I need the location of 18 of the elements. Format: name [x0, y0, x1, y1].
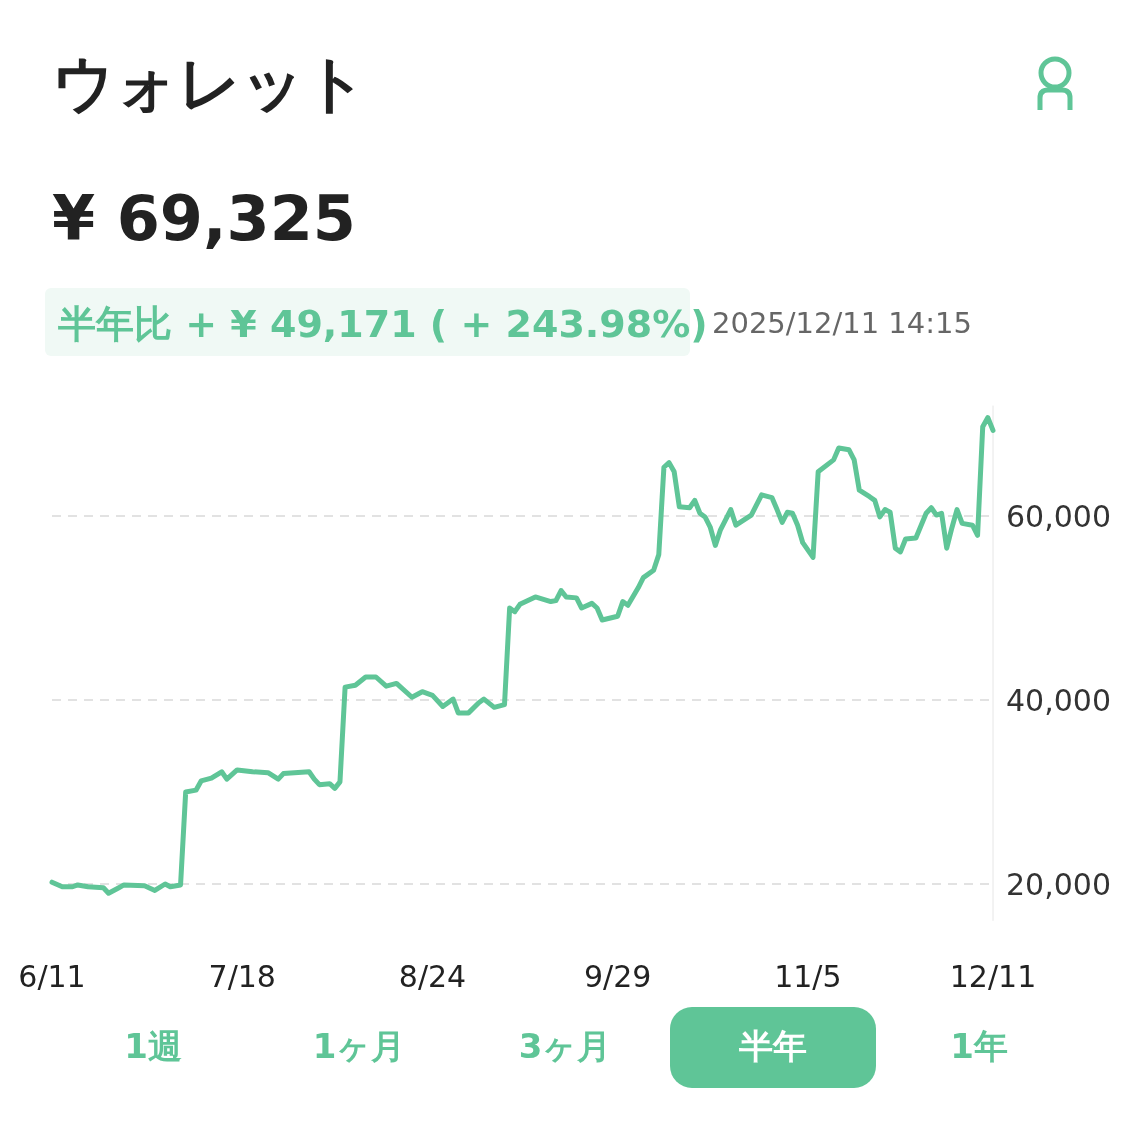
y-tick-label: 60,000	[1006, 499, 1111, 534]
x-tick-label: 11/5	[774, 959, 842, 994]
text: 1週	[124, 1026, 182, 1066]
x-tick-label: 9/29	[583, 959, 652, 994]
chart-title: ウォレット	[52, 47, 367, 120]
x-tick-label: 6/11	[18, 959, 86, 994]
text: 2025/12/11 14:15	[712, 306, 972, 340]
text: 半年比 + ¥ 49,171 ( + 243.98%)	[58, 302, 708, 346]
text: 3ヶ月	[518, 1026, 612, 1066]
text: 1年	[950, 1026, 1008, 1066]
text: 1ヶ月	[312, 1026, 406, 1066]
y-tick-label: 40,000	[1006, 683, 1111, 718]
chart-subtitle: ¥ 69,325	[52, 182, 356, 255]
text: 半年	[738, 1026, 807, 1066]
x-tick-label: 8/24	[398, 959, 467, 994]
x-tick-label: 12/11	[949, 959, 1037, 994]
y-tick-label: 20,000	[1006, 867, 1111, 902]
x-tick-label: 7/18	[208, 959, 276, 994]
